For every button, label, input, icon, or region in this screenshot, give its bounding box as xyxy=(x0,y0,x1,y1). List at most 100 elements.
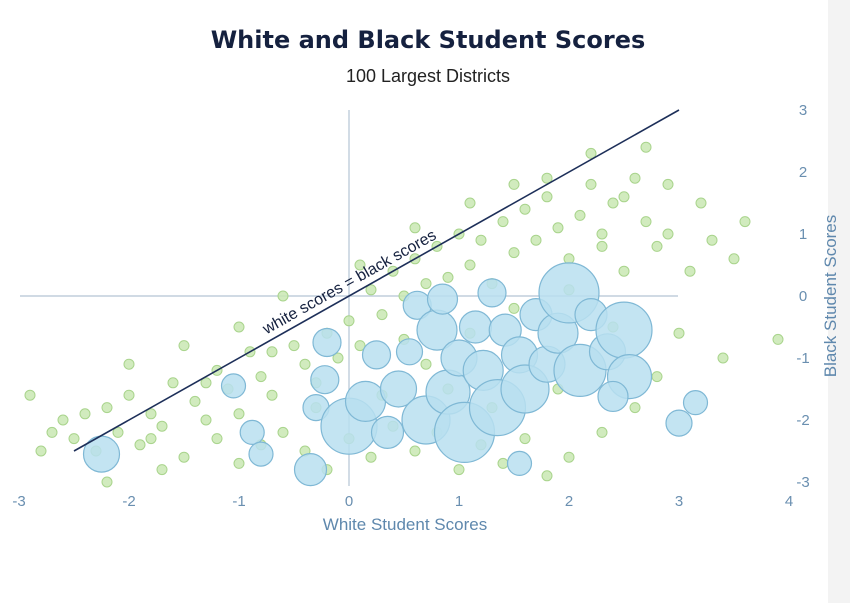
green-point-65 xyxy=(629,402,641,414)
green-point-48 xyxy=(574,209,586,221)
green-point-51 xyxy=(607,197,619,209)
green-point-68 xyxy=(541,470,553,482)
green-point-39 xyxy=(475,234,487,246)
y-axis-label: Black Student Scores xyxy=(821,215,840,378)
green-point-8 xyxy=(134,439,146,451)
green-point-19 xyxy=(255,371,267,383)
x-tick-label-6: 3 xyxy=(675,493,683,510)
y-tick-label-2: 1 xyxy=(799,226,807,243)
district-bubble-19 xyxy=(458,310,493,344)
green-point-99 xyxy=(508,178,520,190)
green-point-5 xyxy=(101,402,113,414)
green-point-22 xyxy=(288,340,300,352)
green-point-9 xyxy=(145,408,157,420)
x-axis-ticks: -3 -2 -1 0 1 2 3 4 xyxy=(12,493,793,510)
green-point-76 xyxy=(365,451,377,463)
y-tick-label-0: 3 xyxy=(799,102,807,119)
green-point-46 xyxy=(552,222,564,234)
green-point-50 xyxy=(596,240,608,252)
green-point-82 xyxy=(211,433,223,445)
green-point-28 xyxy=(354,340,366,352)
green-point-34 xyxy=(420,278,432,290)
green-point-59 xyxy=(728,253,740,265)
green-point-29 xyxy=(365,284,377,296)
chart-title: White and Black Student Scores xyxy=(211,26,646,54)
district-bubble-12 xyxy=(395,338,424,366)
green-point-64 xyxy=(651,371,663,383)
green-point-61 xyxy=(772,333,784,345)
y-tick-label-6: -3 xyxy=(796,474,809,491)
green-point-1 xyxy=(57,414,69,426)
y-axis-ticks: 3 2 1 0 -1 -2 -3 xyxy=(796,102,809,491)
green-point-45 xyxy=(541,191,553,203)
green-point-89 xyxy=(233,321,245,333)
district-bubble-11 xyxy=(379,370,418,408)
district-bubble-6 xyxy=(310,365,340,395)
green-point-56 xyxy=(662,228,674,240)
district-bubble-36 xyxy=(682,390,709,416)
green-point-52 xyxy=(618,265,630,277)
x-axis-label: White Student Scores xyxy=(323,515,487,534)
green-point-69 xyxy=(519,433,531,445)
district-bubble-32 xyxy=(595,301,653,359)
x-tick-label-3: 0 xyxy=(345,493,353,510)
green-point-112 xyxy=(200,377,212,389)
district-bubble-40 xyxy=(477,278,507,308)
green-point-97 xyxy=(662,178,674,190)
x-tick-label-4: 1 xyxy=(455,493,463,510)
green-point-0 xyxy=(46,426,58,438)
green-point-11 xyxy=(167,377,179,389)
green-point-53 xyxy=(629,172,641,184)
green-point-70 xyxy=(497,457,509,469)
green-point-13 xyxy=(189,395,201,407)
y-tick-label-5: -2 xyxy=(796,412,809,429)
equality-reference-line xyxy=(73,109,680,452)
green-point-85 xyxy=(35,445,47,457)
green-point-17 xyxy=(233,408,245,420)
x-tick-label-2: -1 xyxy=(232,493,245,510)
district-bubble-0 xyxy=(82,435,121,473)
district-bubble-3 xyxy=(248,441,274,467)
green-point-7 xyxy=(123,389,135,401)
x-tick-label-0: -3 xyxy=(12,493,25,510)
green-point-96 xyxy=(695,197,707,209)
chart-subtitle: 100 Largest Districts xyxy=(346,66,510,86)
district-bubble-38 xyxy=(312,327,342,358)
green-point-90 xyxy=(277,290,289,302)
green-point-91 xyxy=(354,259,366,271)
green-point-66 xyxy=(596,426,608,438)
district-bubble-1 xyxy=(220,373,247,399)
green-point-57 xyxy=(684,265,696,277)
green-point-42 xyxy=(508,247,520,259)
y-tick-label-3: 0 xyxy=(799,288,807,305)
district-bubble-4 xyxy=(293,453,328,487)
green-point-36 xyxy=(442,271,454,283)
green-point-88 xyxy=(178,340,190,352)
green-point-111 xyxy=(266,346,278,358)
green-point-38 xyxy=(464,259,476,271)
green-point-95 xyxy=(640,141,652,153)
green-point-20 xyxy=(266,389,278,401)
x-tick-label-7: 4 xyxy=(785,493,793,510)
green-point-23 xyxy=(299,358,311,370)
green-point-3 xyxy=(79,408,91,420)
green-point-83 xyxy=(156,464,168,476)
green-point-103 xyxy=(508,302,520,314)
green-point-58 xyxy=(706,234,718,246)
green-point-115 xyxy=(618,191,630,203)
green-point-41 xyxy=(497,216,509,228)
green-point-49 xyxy=(585,178,597,190)
green-point-47 xyxy=(563,253,575,265)
green-point-54 xyxy=(640,216,652,228)
district-bubble-35 xyxy=(665,409,693,437)
x-tick-label-5: 2 xyxy=(565,493,573,510)
green-point-92 xyxy=(409,222,421,234)
district-bubble-8 xyxy=(344,380,387,422)
green-point-113 xyxy=(145,433,157,445)
green-point-14 xyxy=(200,414,212,426)
green-point-98 xyxy=(585,147,597,159)
green-point-6 xyxy=(112,426,124,438)
district-bubble-2 xyxy=(239,419,265,445)
green-point-84 xyxy=(101,476,113,488)
green-point-94 xyxy=(541,172,553,184)
